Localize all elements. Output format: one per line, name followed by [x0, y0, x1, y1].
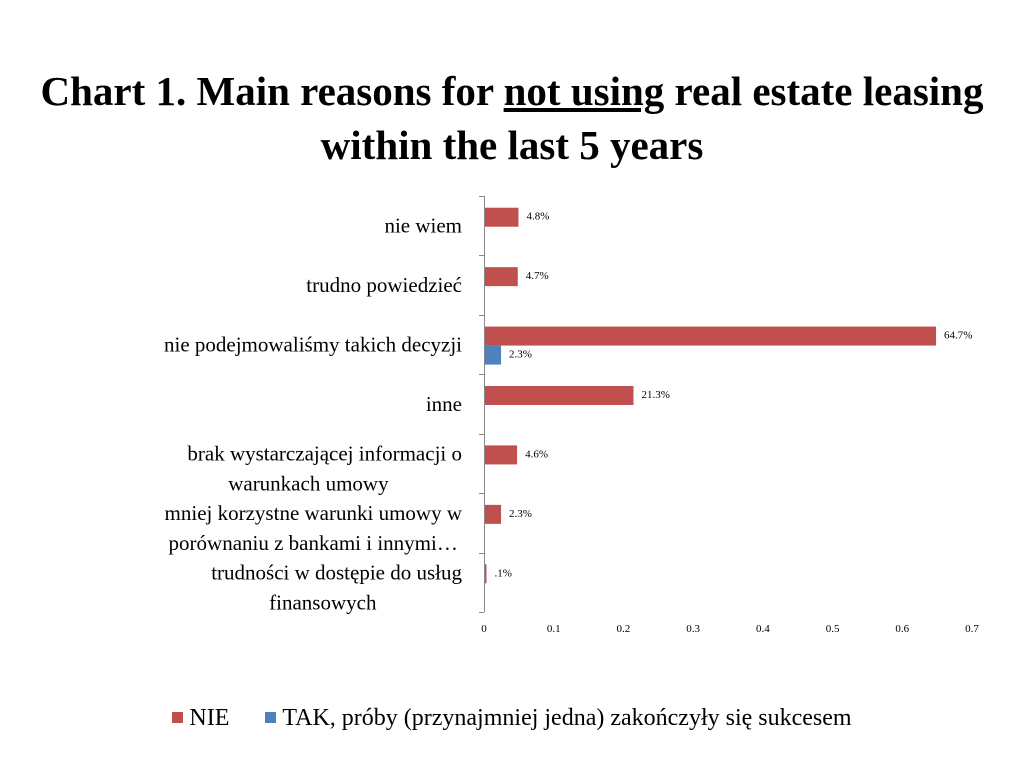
legend-item-tak: TAK, próby (przynajmniej jedna) zakończy… [265, 704, 852, 732]
chart-title: Chart 1. Main reasons for not using real… [40, 64, 984, 172]
category-label-line: porównaniu z bankami i innymi… [169, 531, 458, 555]
data-label: 4.6% [525, 448, 548, 460]
legend-label: NIE [189, 704, 230, 731]
category-label: nie podejmowaliśmy takich decyzji [164, 333, 462, 357]
category-label: trudności w dostępie do usług finansowych [211, 560, 462, 614]
category-label: mniej korzystne warunki umowy w porównani… [165, 501, 463, 555]
bar-tak [485, 345, 502, 365]
data-label: 2.3% [509, 508, 532, 520]
bar-nie [485, 207, 519, 227]
category-label-line: warunkach umowy [228, 471, 389, 495]
legend-swatch [172, 711, 184, 723]
category-label-line: nie podejmowaliśmy takich decyzji [164, 333, 462, 357]
x-tick-label: 0.3 [686, 623, 700, 635]
chart-legend: NIE TAK, próby (przynajmniej jedna) zakoń… [0, 704, 1024, 732]
x-tick-label: 0.6 [895, 623, 909, 635]
category-label-line: brak wystarczającej informacji o [187, 441, 462, 465]
bar-nie [485, 326, 937, 346]
data-label: 21.3% [641, 389, 669, 401]
bar-nie [485, 267, 518, 287]
legend-swatch [265, 711, 277, 723]
category-label-line: nie wiem [384, 214, 462, 238]
category-label: inne [426, 392, 462, 416]
category-label-line: finansowych [269, 590, 377, 614]
bar-chart: 0 0.1 0.2 0.3 0.4 0.5 0.6 0.7 nie wiem trudno pow… [164, 196, 979, 635]
x-tick-label: 0.1 [547, 623, 561, 635]
category-label: trudno powiedzieć [306, 273, 462, 297]
category-label: nie wiem [384, 214, 462, 238]
x-tick-label: 0.2 [617, 623, 631, 635]
data-label: 2.3% [509, 349, 532, 361]
category-label-line: trudno powiedzieć [306, 273, 462, 297]
x-tick-label: 0.7 [965, 623, 979, 635]
category-label-line: inne [426, 392, 462, 416]
bar-nie [485, 386, 634, 405]
x-tick-label: 0.5 [826, 623, 840, 635]
category-label: brak wystarczającej informacji o warunkac… [187, 441, 462, 495]
chart-title-part2: real estate leasing within the last 5 ye… [320, 68, 984, 168]
x-tick-label: 0.4 [756, 623, 770, 635]
bar-nie [485, 504, 502, 524]
category-label-line: mniej korzystne warunki umowy w [165, 501, 463, 525]
data-label: 4.7% [526, 270, 549, 282]
x-tick-label: 0 [481, 623, 487, 635]
category-label-line: trudności w dostępie do usług [211, 560, 462, 584]
bar-nie [485, 564, 487, 584]
data-label: 64.7% [944, 330, 972, 342]
chart-title-part1: Chart 1. Main reasons for [40, 68, 504, 114]
data-label: 4.8% [526, 211, 549, 223]
chart-title-emphasis: not using [503, 68, 665, 114]
legend-label: TAK, próby (przynajmniej jedna) zakończy… [282, 704, 852, 731]
bar-nie [485, 445, 518, 465]
legend-item-nie: NIE [172, 705, 229, 732]
data-label: .1% [495, 567, 512, 579]
